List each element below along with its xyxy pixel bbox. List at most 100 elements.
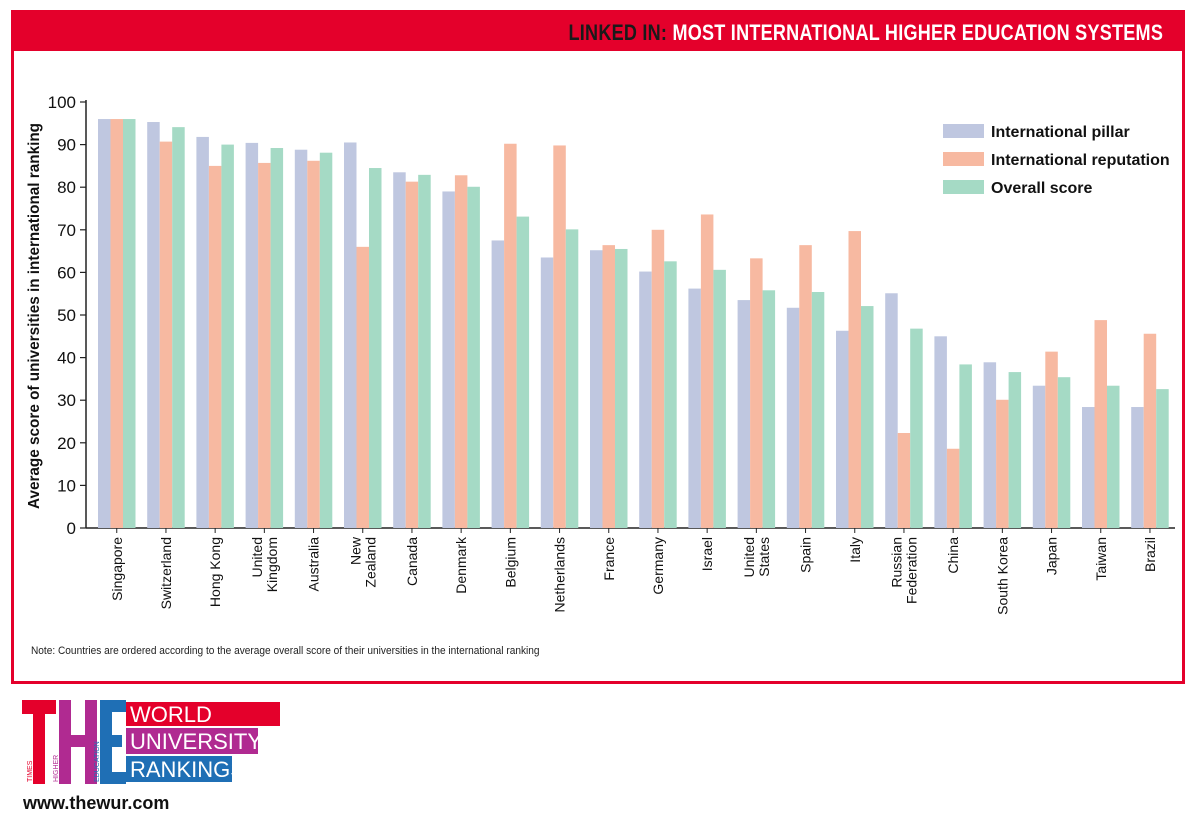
bar <box>1107 385 1120 528</box>
bar <box>553 145 566 528</box>
bar <box>996 399 1009 528</box>
bar <box>750 258 763 528</box>
bar <box>393 172 406 529</box>
y-tick-label: 50 <box>57 306 76 325</box>
y-tick-label: 60 <box>57 263 76 282</box>
x-tick-label: Belgium <box>502 537 518 588</box>
bar <box>418 174 431 528</box>
bar <box>762 290 776 528</box>
x-tick-label: States <box>756 537 772 577</box>
bar <box>123 119 136 528</box>
x-tick-label: Singapore <box>109 537 125 601</box>
bar <box>356 246 369 528</box>
bar <box>467 186 480 529</box>
bar <box>848 231 861 528</box>
x-tick-label: Switzerland <box>158 537 174 609</box>
y-tick-label: 80 <box>57 178 76 197</box>
bar <box>897 433 911 528</box>
x-tick-label: Brazil <box>1142 537 1158 572</box>
bar <box>713 269 726 528</box>
bar <box>516 216 530 528</box>
bar <box>1045 351 1058 528</box>
bar <box>651 229 665 529</box>
chart-title: LINKED IN: MOST INTERNATIONAL HIGHER EDU… <box>568 20 1163 46</box>
bar <box>245 142 259 528</box>
bar <box>540 257 554 528</box>
bar <box>208 165 222 528</box>
legend-label: International reputation <box>991 152 1170 169</box>
x-tick-label: China <box>945 537 961 574</box>
x-tick-label: France <box>601 537 617 581</box>
logo-word-university: UNIVERSITY <box>130 729 262 754</box>
bar <box>294 149 308 528</box>
y-tick-label: 30 <box>57 391 76 410</box>
x-tick-label: Netherlands <box>552 537 568 613</box>
x-tick-label: Hong Kong <box>207 537 223 607</box>
legend-label: International pillar <box>991 124 1130 141</box>
bar <box>159 141 173 529</box>
logo-small-word-2: HIGHER <box>53 755 60 782</box>
bar <box>319 152 333 528</box>
chart-title-lead: LINKED IN: <box>568 20 668 45</box>
bar <box>688 288 701 528</box>
y-tick-label: 40 <box>57 349 76 368</box>
bar <box>1156 389 1169 528</box>
y-tick-label: 70 <box>57 221 76 240</box>
bar <box>959 364 972 528</box>
bar <box>737 300 751 528</box>
legend-swatch <box>943 152 984 166</box>
x-tick-label: Denmark <box>453 536 469 594</box>
bar <box>786 307 800 528</box>
x-tick-label: Spain <box>798 537 814 573</box>
y-tick-label: 100 <box>48 93 76 112</box>
x-tick-label: Zealand <box>362 537 378 588</box>
x-tick-label: Canada <box>404 537 420 586</box>
logo-word-world: WORLD <box>130 702 212 727</box>
the-logo: TIMES HIGHER EDUCATION WORLD UNIVERSITY … <box>22 700 280 784</box>
y-tick-label: 20 <box>57 434 76 453</box>
bar <box>1094 320 1107 528</box>
legend-swatch <box>943 180 984 194</box>
y-tick-label: 90 <box>57 136 76 155</box>
bar <box>221 144 234 528</box>
bar <box>983 362 997 528</box>
y-tick-label: 0 <box>67 519 76 538</box>
x-tick-label: Israel <box>699 537 715 571</box>
bar <box>454 175 468 528</box>
title-banner: LINKED IN: MOST INTERNATIONAL HIGHER EDU… <box>11 10 1185 51</box>
chart-note: Note: Countries are ordered according to… <box>31 645 540 657</box>
bar <box>590 250 603 529</box>
bar <box>307 160 320 528</box>
x-tick-label: Italy <box>847 537 863 563</box>
bar <box>910 328 923 528</box>
bar <box>836 330 849 528</box>
bar <box>504 143 517 529</box>
bar <box>615 248 628 528</box>
bar <box>1008 372 1022 528</box>
x-tick-label: Germany <box>650 537 666 595</box>
bar <box>369 168 382 528</box>
bar <box>196 136 209 528</box>
bar <box>344 142 357 528</box>
x-tick-label: New <box>347 536 363 565</box>
footer-url: www.thewur.com <box>23 793 170 813</box>
x-tick-label: Kingdom <box>264 537 280 592</box>
bar <box>1057 377 1071 528</box>
bar <box>934 336 947 528</box>
y-tick-label: 10 <box>57 476 76 495</box>
x-tick-label: Russian <box>888 537 904 588</box>
legend-label: Overall score <box>991 180 1093 197</box>
bar <box>405 181 419 529</box>
x-tick-label: United <box>741 537 757 577</box>
bar <box>1131 407 1144 528</box>
bar <box>442 191 455 528</box>
bar <box>946 448 960 528</box>
x-tick-label: Federation <box>903 537 919 604</box>
chart-title-rest: MOST INTERNATIONAL HIGHER EDUCATION SYST… <box>672 20 1163 45</box>
legend-swatch <box>943 124 984 138</box>
bar <box>1032 385 1046 528</box>
bar <box>565 229 579 528</box>
bar <box>491 240 505 528</box>
y-axis-label: Average score of universities in interna… <box>26 123 43 509</box>
